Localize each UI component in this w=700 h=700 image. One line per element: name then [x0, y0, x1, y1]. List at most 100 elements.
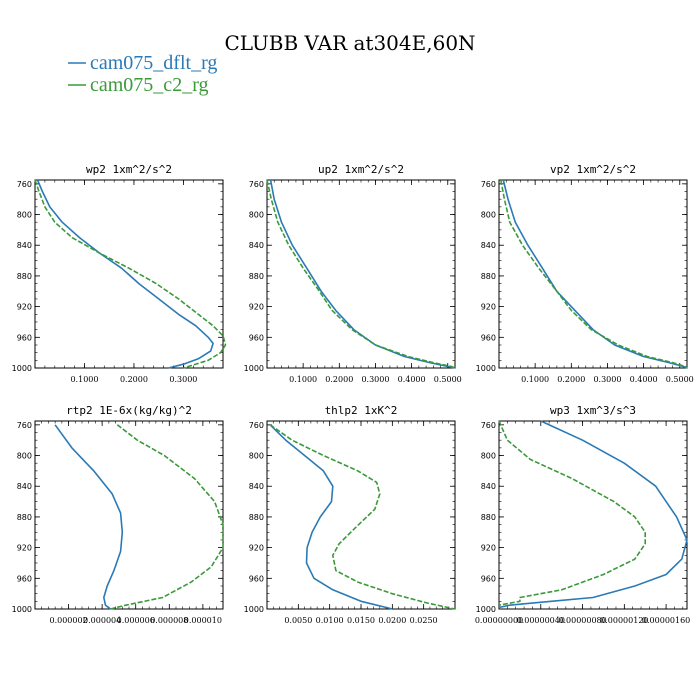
- chart-panel-4: rtp2 1E-6x(kg/kg)^2 760 800 840 880 920 960 100…: [12, 404, 224, 625]
- x-tick-label: 0.00000120: [600, 616, 648, 625]
- panel-title: wp2 1xm^2/s^2: [86, 163, 172, 176]
- panel-title: rtp2 1E-6x(kg/kg)^2: [66, 404, 192, 417]
- series-line-2: [498, 420, 646, 606]
- x-tick-label: 0.3000: [593, 375, 621, 384]
- series-line-1: [36, 179, 214, 369]
- x-tick-label: 0.00000000: [475, 616, 523, 625]
- x-tick-label: 0.3000: [169, 375, 197, 384]
- x-tick-label: 0.000010: [184, 616, 222, 625]
- x-tick-label: 0.00000160: [642, 616, 690, 625]
- x-tick-label: 0.2000: [557, 375, 585, 384]
- x-tick-label: 0.1000: [521, 375, 549, 384]
- y-tick-label: 1000: [244, 364, 264, 373]
- y-tick-label: 960: [17, 574, 32, 583]
- y-tick-label: 920: [249, 303, 264, 312]
- y-tick-label: 920: [249, 544, 264, 553]
- x-tick-label: 0.2000: [120, 375, 148, 384]
- y-tick-label: 800: [249, 452, 264, 461]
- series-line-1: [498, 420, 688, 609]
- panel-title: vp2 1xm^2/s^2: [550, 163, 636, 176]
- x-tick-label: 0.0100: [316, 616, 344, 625]
- y-tick-label: 760: [17, 180, 32, 189]
- y-tick-label: 920: [17, 544, 32, 553]
- y-tick-label: 920: [481, 303, 496, 312]
- y-tick-label: 800: [481, 452, 496, 461]
- chart-panel-6: wp3 1xm^3/s^3 760 800 840 880 920 960 1000 0.000…: [475, 404, 690, 625]
- y-tick-label: 760: [249, 180, 264, 189]
- x-tick-label: 0.1000: [289, 375, 317, 384]
- y-tick-label: 840: [481, 241, 496, 250]
- y-tick-label: 960: [17, 333, 32, 342]
- panel-title: thlp2 1xK^2: [325, 404, 398, 417]
- panel-title: up2 1xm^2/s^2: [318, 163, 404, 176]
- x-tick-label: 0.3000: [361, 375, 389, 384]
- x-tick-label: 0.0050: [284, 616, 312, 625]
- y-tick-label: 840: [249, 482, 264, 491]
- y-tick-label: 1000: [12, 605, 32, 614]
- y-tick-label: 800: [481, 211, 496, 220]
- y-tick-label: 760: [249, 421, 264, 430]
- series-line-1: [502, 179, 688, 369]
- x-tick-label: 0.0250: [410, 616, 438, 625]
- y-tick-label: 760: [17, 421, 32, 430]
- x-tick-label: 0.2000: [325, 375, 353, 384]
- x-tick-label: 0.000008: [150, 616, 188, 625]
- legend-label-2: cam075_c2_rg: [90, 74, 209, 96]
- plot-frame: [34, 179, 224, 369]
- y-tick-label: 760: [481, 421, 496, 430]
- series-line-2: [266, 179, 456, 369]
- y-tick-label: 960: [249, 333, 264, 342]
- y-tick-label: 920: [481, 544, 496, 553]
- y-tick-label: 800: [249, 211, 264, 220]
- y-tick-label: 880: [481, 513, 496, 522]
- y-tick-label: 840: [481, 482, 496, 491]
- figure-title: CLUBB VAR at304E,60N: [224, 31, 475, 55]
- y-tick-label: 800: [17, 452, 32, 461]
- x-tick-label: 0.000002: [49, 616, 87, 625]
- x-tick-label: 0.0200: [378, 616, 406, 625]
- chart-panel-2: up2 1xm^2/s^2 760 800 840 880 920 960 1000 0.100…: [244, 163, 462, 384]
- legend-label-1: cam075_dflt_rg: [90, 52, 217, 74]
- y-tick-label: 880: [249, 272, 264, 281]
- chart-panel-1: wp2 1xm^2/s^2 760 800 840 880 920 960 1000 0.100…: [12, 163, 227, 384]
- series-line-1: [269, 424, 393, 610]
- x-tick-label: 0.5000: [434, 375, 462, 384]
- y-tick-label: 960: [481, 574, 496, 583]
- x-tick-label: 0.4000: [630, 375, 658, 384]
- x-tick-label: 0.4000: [398, 375, 426, 384]
- series-line-2: [269, 424, 456, 610]
- y-tick-label: 1000: [476, 364, 496, 373]
- y-tick-label: 800: [17, 211, 32, 220]
- series-line-2: [110, 424, 224, 610]
- panel-title: wp3 1xm^3/s^3: [550, 404, 636, 417]
- y-tick-label: 1000: [12, 364, 32, 373]
- x-tick-label: 0.5000: [666, 375, 694, 384]
- series-line-1: [269, 179, 456, 369]
- y-tick-label: 840: [17, 482, 32, 491]
- y-tick-label: 760: [481, 180, 496, 189]
- chart-panels: wp2 1xm^2/s^2 760 800 840 880 920 960 1000 0.100…: [12, 163, 694, 625]
- legend: cam075_dflt_rg cam075_c2_rg: [68, 52, 217, 96]
- series-line-1: [54, 424, 124, 610]
- y-tick-label: 880: [17, 272, 32, 281]
- series-line-2: [34, 179, 227, 369]
- y-tick-label: 840: [249, 241, 264, 250]
- y-tick-label: 960: [249, 574, 264, 583]
- x-tick-label: 0.00000040: [517, 616, 565, 625]
- plot-frame: [498, 420, 688, 610]
- y-tick-label: 840: [17, 241, 32, 250]
- chart-panel-5: thlp2 1xK^2 760 800 840 880 920 960 1000 0.0050 0…: [244, 404, 456, 625]
- x-tick-label: 0.00000080: [558, 616, 606, 625]
- y-tick-label: 1000: [244, 605, 264, 614]
- y-tick-label: 960: [481, 333, 496, 342]
- x-tick-label: 0.0150: [347, 616, 375, 625]
- x-tick-label: 0.000006: [117, 616, 155, 625]
- x-tick-label: 0.1000: [70, 375, 98, 384]
- y-tick-label: 880: [249, 513, 264, 522]
- y-tick-label: 880: [17, 513, 32, 522]
- y-tick-label: 880: [481, 272, 496, 281]
- y-tick-label: 1000: [476, 605, 496, 614]
- y-tick-label: 920: [17, 303, 32, 312]
